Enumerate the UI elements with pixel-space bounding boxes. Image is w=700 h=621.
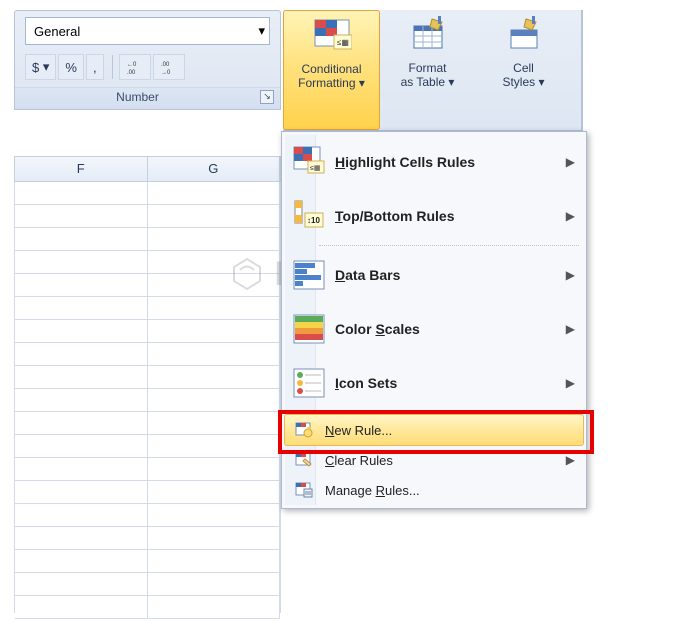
menu-label: Highlight Cells Rules [335, 154, 566, 170]
column-header-g[interactable]: G [148, 157, 281, 181]
submenu-arrow-icon: ▶ [566, 268, 575, 282]
menu-item-data-bars[interactable]: Data Bars ▶ [285, 248, 583, 302]
menu-label: Icon Sets [335, 375, 566, 391]
menu-separator [319, 412, 579, 413]
color-scales-icon [292, 312, 326, 346]
decrease-decimal-icon: .00 →0 [160, 58, 178, 76]
menu-item-new-rule[interactable]: New Rule... [284, 414, 584, 446]
menu-item-top-bottom-rules[interactable]: ↕10 Top/Bottom Rules ▶ [285, 189, 583, 243]
menu-label: New Rule... [325, 423, 575, 438]
new-rule-icon [295, 421, 313, 439]
ribbon-border [581, 10, 583, 132]
column-headers: F G [14, 156, 281, 182]
dialog-launcher-icon[interactable]: ↘ [260, 90, 274, 104]
icon-sets-icon [292, 366, 326, 400]
menu-label: Data Bars [335, 267, 566, 283]
svg-text:≤▦: ≤▦ [310, 165, 320, 172]
menu-item-icon-sets[interactable]: Icon Sets ▶ [285, 356, 583, 410]
number-format-combo[interactable]: General ▾ [25, 17, 270, 45]
format-as-table-label: Format as Table ▾ [380, 61, 475, 89]
top-bottom-rules-icon: ↕10 [292, 199, 326, 233]
cell-styles-button[interactable]: Cell Styles ▾ [476, 10, 572, 130]
increase-decimal-icon: ←0 .00 [126, 58, 144, 76]
manage-rules-icon [295, 481, 313, 499]
spreadsheet-grid[interactable] [14, 182, 281, 613]
data-bars-icon [292, 258, 326, 292]
conditional-formatting-label: Conditional Formatting ▾ [284, 62, 379, 90]
cell-styles-label: Cell Styles ▾ [476, 61, 571, 89]
format-as-table-icon [408, 16, 448, 56]
menu-item-color-scales[interactable]: Color Scales ▶ [285, 302, 583, 356]
cell-styles-icon [504, 16, 544, 56]
comma-button[interactable]: , [86, 54, 104, 80]
submenu-arrow-icon: ▶ [566, 322, 575, 336]
svg-text:→0: →0 [161, 70, 171, 76]
submenu-arrow-icon: ▶ [566, 453, 575, 467]
submenu-arrow-icon: ▶ [566, 209, 575, 223]
svg-text:←0: ←0 [127, 62, 137, 68]
format-as-table-button[interactable]: Format as Table ▾ [380, 10, 476, 130]
submenu-arrow-icon: ▶ [566, 155, 575, 169]
menu-separator [319, 245, 579, 246]
submenu-arrow-icon: ▶ [566, 376, 575, 390]
increase-decimal-button[interactable]: ←0 .00 [119, 54, 151, 80]
svg-text:.00: .00 [161, 62, 170, 68]
ribbon-number-group: General ▾ $ ▾ % , ←0 .00 .00 →0 Number ↘ [14, 10, 281, 110]
svg-text:≤▦: ≤▦ [337, 38, 349, 47]
conditional-formatting-menu: ≤▦ Highlight Cells Rules ▶ ↕10 Top/Botto… [281, 131, 587, 509]
menu-item-manage-rules[interactable]: Manage Rules... [285, 475, 583, 505]
number-group-label: Number ↘ [15, 87, 280, 109]
conditional-formatting-icon: ≤▦ [312, 17, 352, 57]
menu-label: Color Scales [335, 321, 566, 337]
menu-item-highlight-cells-rules[interactable]: ≤▦ Highlight Cells Rules ▶ [285, 135, 583, 189]
separator [112, 55, 113, 79]
number-format-value: General [34, 24, 80, 39]
svg-text:↕10: ↕10 [307, 216, 320, 225]
clear-rules-icon [295, 451, 313, 469]
percent-button[interactable]: % [58, 54, 84, 80]
menu-label: Top/Bottom Rules [335, 208, 566, 224]
number-buttons-row: $ ▾ % , ←0 .00 .00 →0 [25, 53, 270, 81]
decrease-decimal-button[interactable]: .00 →0 [153, 54, 185, 80]
menu-label: Clear Rules [325, 453, 566, 468]
ribbon-styles-group: ≤▦ Conditional Formatting ▾ Format as Ta… [283, 10, 583, 131]
svg-text:.00: .00 [127, 70, 136, 76]
chevron-down-icon: ▾ [258, 23, 265, 39]
conditional-formatting-button[interactable]: ≤▦ Conditional Formatting ▾ [283, 10, 380, 130]
highlight-cells-rules-icon: ≤▦ [292, 145, 326, 179]
menu-label: Manage Rules... [325, 483, 575, 498]
currency-button[interactable]: $ ▾ [25, 54, 56, 80]
menu-item-clear-rules[interactable]: Clear Rules ▶ [285, 445, 583, 475]
column-header-f[interactable]: F [15, 157, 148, 181]
